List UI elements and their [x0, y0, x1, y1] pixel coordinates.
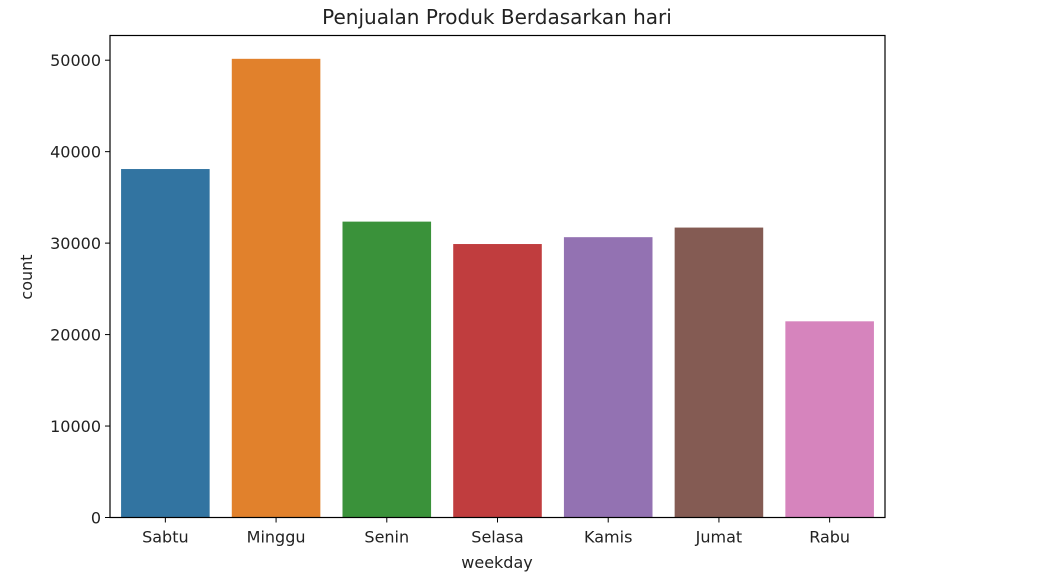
bars-group [121, 58, 874, 518]
bar-jumat [674, 227, 764, 518]
y-tick-label: 40000 [50, 143, 101, 162]
bar-sabtu [121, 169, 210, 518]
y-tick-label: 0 [91, 509, 101, 528]
bar-minggu [231, 58, 321, 518]
y-tick-label: 20000 [50, 326, 101, 345]
x-axis-label: weekday [461, 553, 532, 572]
y-tick-label: 10000 [50, 417, 101, 436]
x-tick-label: Senin [364, 528, 409, 547]
y-axis-label: count [17, 254, 36, 299]
x-tick-label: Sabtu [142, 528, 189, 547]
x-tick-label: Selasa [471, 528, 523, 547]
y-axis-ticks: 0 10000 20000 30000 40000 50000 [50, 51, 110, 528]
bar-rabu [785, 321, 874, 518]
y-tick-label: 50000 [50, 51, 101, 70]
chart-title: Penjualan Produk Berdasarkan hari [322, 5, 672, 29]
bar-kamis [563, 237, 653, 518]
bar-selasa [453, 244, 542, 518]
x-tick-label: Jumat [695, 528, 743, 547]
x-tick-label: Rabu [809, 528, 850, 547]
x-axis-ticks: Sabtu Minggu Senin Selasa Kamis Jumat Rabu [142, 517, 850, 547]
x-tick-label: Kamis [584, 528, 632, 547]
x-tick-label: Minggu [247, 528, 306, 547]
bar-senin [342, 221, 432, 518]
y-tick-label: 30000 [50, 234, 101, 253]
